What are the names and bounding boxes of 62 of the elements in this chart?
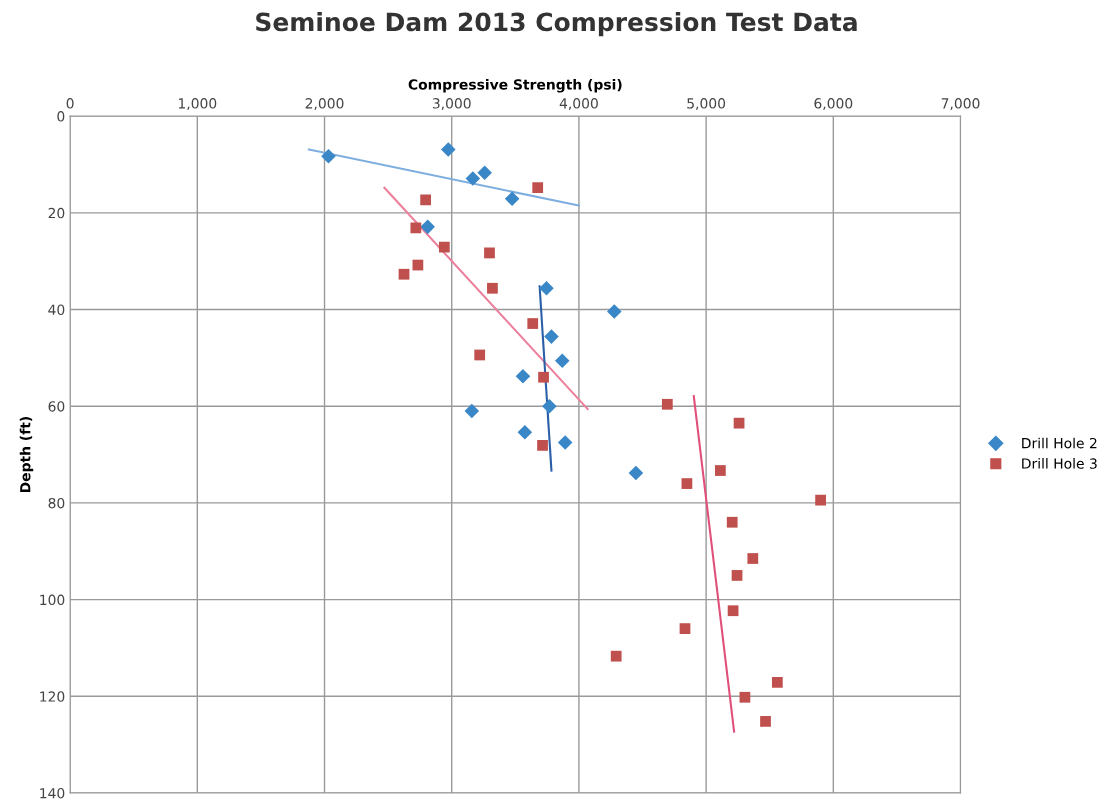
point xyxy=(731,570,743,581)
legend-label: Drill Hole 2 xyxy=(1022,437,1097,449)
x-tick-label: 7,000 xyxy=(941,98,980,111)
point xyxy=(438,241,450,253)
point xyxy=(539,280,554,296)
point xyxy=(477,165,492,180)
x-tick-label: 1,000 xyxy=(178,98,217,111)
x-tick-label: 0 xyxy=(66,98,74,109)
x-tick-label: 3,000 xyxy=(432,98,471,111)
point xyxy=(542,398,557,414)
point xyxy=(537,440,548,451)
point xyxy=(557,435,573,450)
point xyxy=(532,182,544,194)
x-tick-label: 2,000 xyxy=(305,98,344,111)
point xyxy=(607,304,622,319)
point xyxy=(517,425,533,440)
point xyxy=(527,318,539,329)
point xyxy=(739,691,751,703)
point xyxy=(398,268,410,280)
point xyxy=(661,398,673,410)
point xyxy=(733,417,745,429)
point xyxy=(474,349,486,361)
point xyxy=(465,171,481,186)
point xyxy=(771,676,783,688)
point xyxy=(515,368,531,384)
y-tick-label: 40 xyxy=(48,304,65,315)
chart-title: Seminoe Dam 2013 Compression Test Data xyxy=(256,12,857,37)
x-tick-label: 6,000 xyxy=(814,98,853,111)
point xyxy=(504,191,520,207)
point xyxy=(464,403,480,419)
point xyxy=(420,219,435,235)
point xyxy=(747,553,759,564)
point xyxy=(484,247,495,259)
x-axis-title: Compressive Strength (psi) xyxy=(408,78,622,93)
point xyxy=(321,148,336,164)
point xyxy=(554,353,570,369)
y-tick-label: 80 xyxy=(48,497,65,509)
point xyxy=(544,329,559,344)
point xyxy=(538,371,549,383)
point xyxy=(681,478,693,489)
point xyxy=(420,194,432,206)
point xyxy=(679,623,691,634)
y-axis-title: Depth (ft) xyxy=(19,416,34,493)
point xyxy=(487,282,498,294)
point xyxy=(410,222,422,234)
x-tick-label: 5,000 xyxy=(687,98,726,111)
x-tick-label: 4,000 xyxy=(559,98,598,111)
point xyxy=(441,142,456,157)
point xyxy=(610,650,622,662)
point xyxy=(714,465,726,476)
point xyxy=(727,605,739,617)
y-tick-label: 120 xyxy=(40,691,65,702)
y-tick-label: 20 xyxy=(48,207,65,219)
legend-label: Drill Hole 3 xyxy=(1022,458,1097,469)
point xyxy=(628,465,644,481)
y-tick-label: 0 xyxy=(57,111,65,122)
y-tick-label: 60 xyxy=(48,401,65,412)
point xyxy=(726,516,738,528)
point xyxy=(815,494,826,506)
y-tick-label: 140 xyxy=(40,787,65,799)
point xyxy=(760,716,771,727)
y-tick-label: 100 xyxy=(40,594,65,606)
